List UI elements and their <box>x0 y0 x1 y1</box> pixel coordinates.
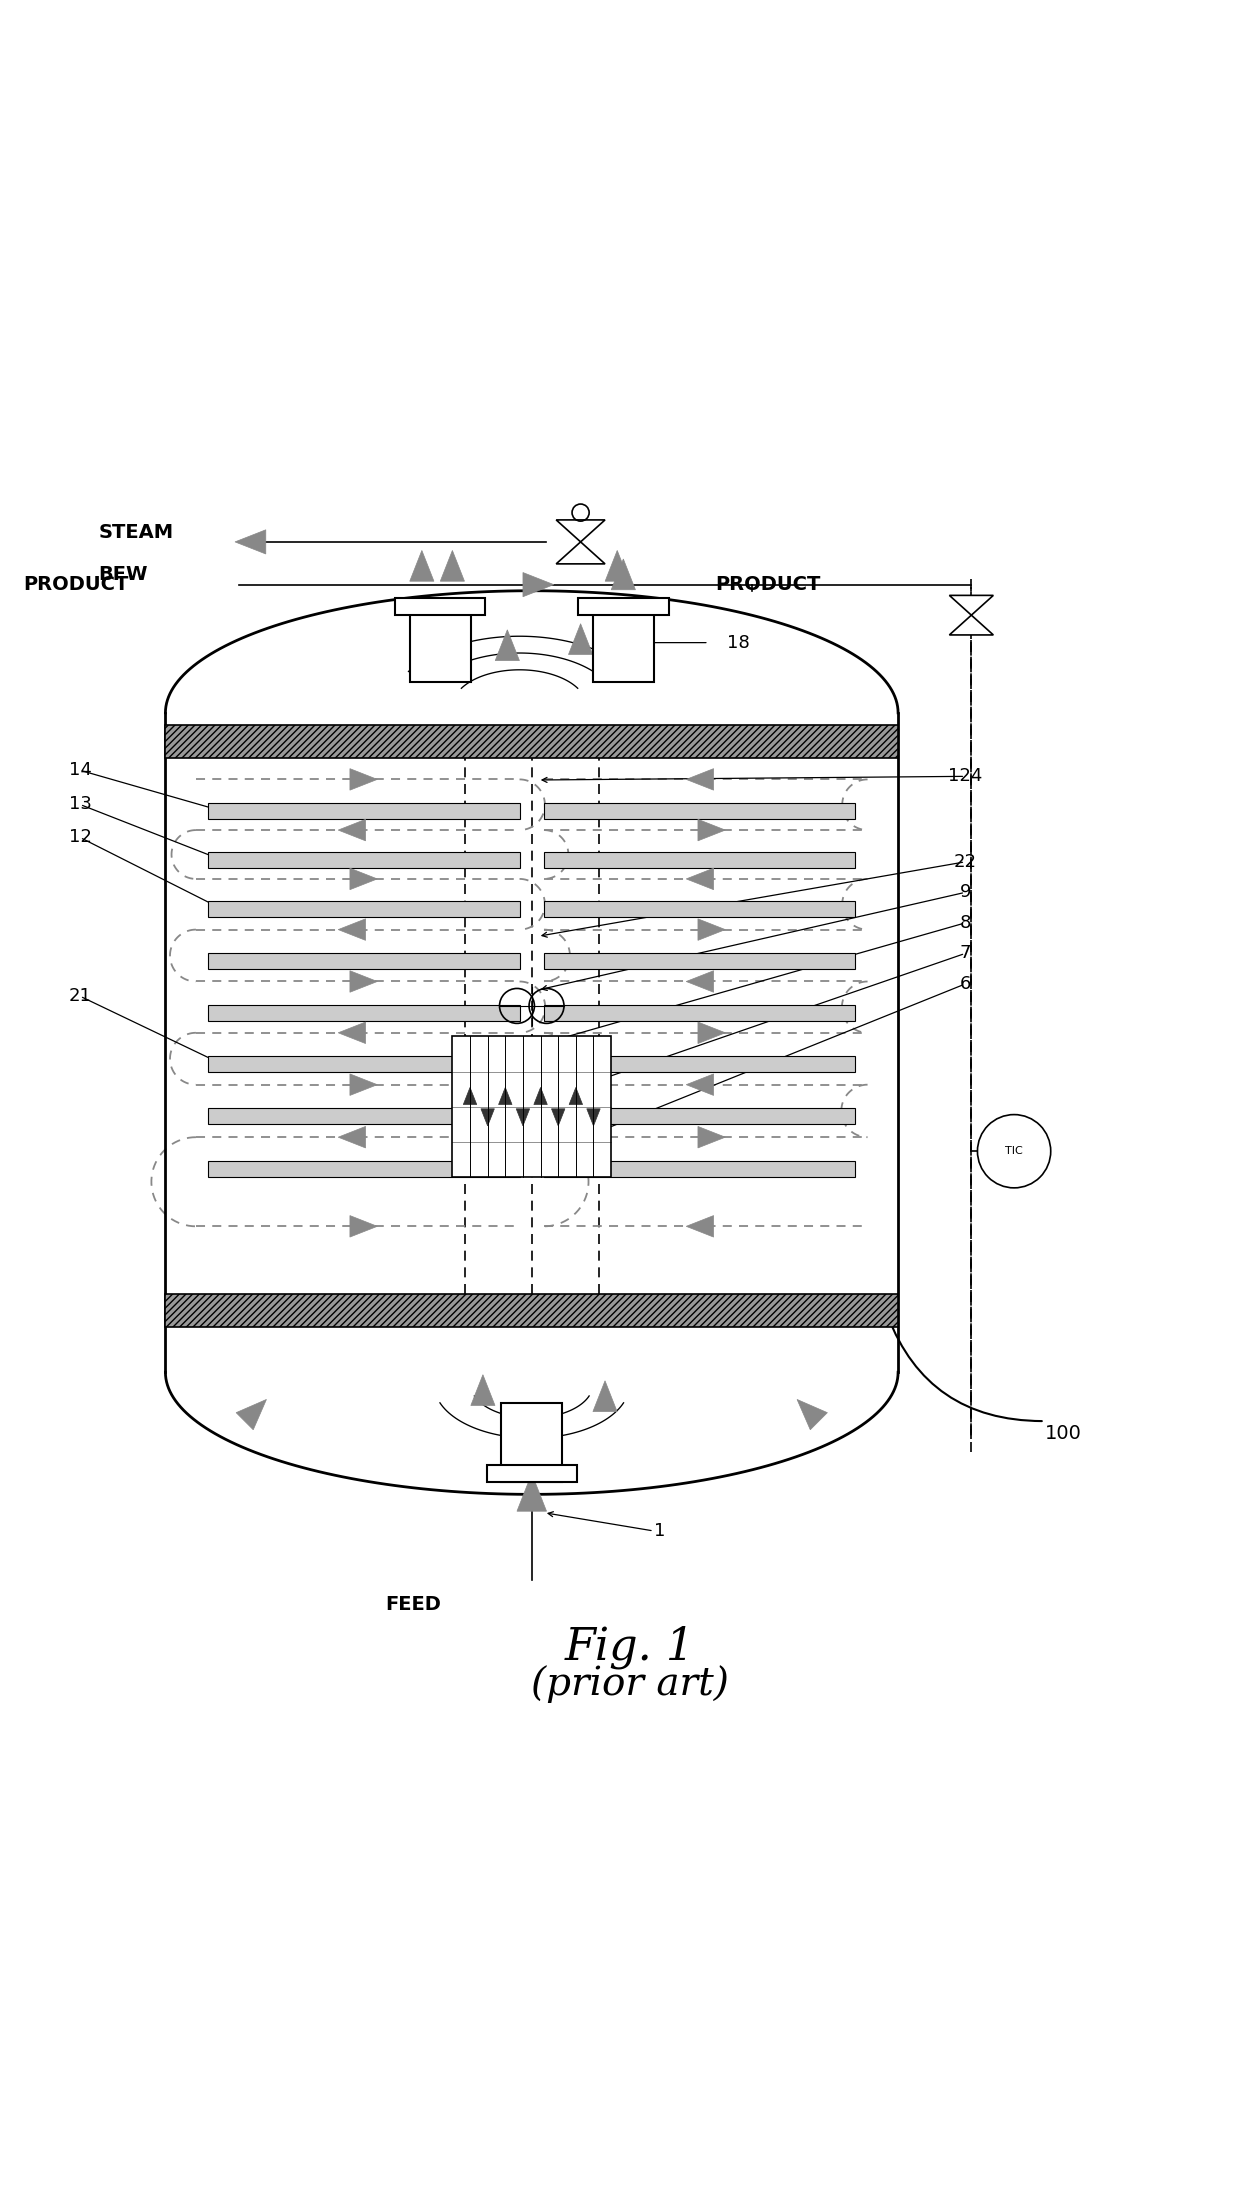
Polygon shape <box>350 970 377 992</box>
Polygon shape <box>950 615 993 634</box>
Polygon shape <box>950 595 993 615</box>
Polygon shape <box>443 623 467 654</box>
Polygon shape <box>686 869 713 889</box>
Polygon shape <box>339 819 366 841</box>
Bar <box>544 900 856 918</box>
Polygon shape <box>698 819 725 841</box>
Polygon shape <box>471 1374 495 1405</box>
Polygon shape <box>339 920 366 939</box>
Polygon shape <box>593 1381 618 1411</box>
Text: PRODUCT: PRODUCT <box>715 575 821 595</box>
Bar <box>544 852 856 867</box>
Polygon shape <box>498 1087 512 1104</box>
Polygon shape <box>523 573 554 597</box>
Text: BFW: BFW <box>98 566 148 584</box>
Bar <box>208 1056 520 1071</box>
Polygon shape <box>611 560 635 590</box>
Polygon shape <box>552 1108 565 1126</box>
Text: 12: 12 <box>68 828 92 847</box>
Text: FEED: FEED <box>386 1596 441 1613</box>
Bar <box>544 1108 856 1124</box>
Text: (prior art): (prior art) <box>531 1664 728 1703</box>
Bar <box>208 900 520 918</box>
Polygon shape <box>409 551 434 582</box>
Polygon shape <box>698 920 725 939</box>
Polygon shape <box>686 970 713 992</box>
Polygon shape <box>517 1473 547 1510</box>
Text: Fig. 1: Fig. 1 <box>564 1624 694 1668</box>
Polygon shape <box>686 1216 713 1238</box>
Polygon shape <box>339 1126 366 1148</box>
Polygon shape <box>350 1216 377 1238</box>
Text: 6: 6 <box>960 975 971 992</box>
Polygon shape <box>350 768 377 790</box>
Polygon shape <box>569 1087 583 1104</box>
Polygon shape <box>350 869 377 889</box>
Bar <box>208 1005 520 1021</box>
Bar <box>208 803 520 819</box>
Text: 13: 13 <box>68 795 92 814</box>
Bar <box>396 597 485 615</box>
Polygon shape <box>413 617 438 648</box>
Bar <box>165 724 898 757</box>
Polygon shape <box>534 1087 547 1104</box>
Bar <box>453 1036 611 1177</box>
Polygon shape <box>516 1108 529 1126</box>
Bar <box>208 953 520 970</box>
Text: 8: 8 <box>960 913 971 933</box>
Polygon shape <box>495 630 520 661</box>
Text: 22: 22 <box>954 854 977 871</box>
Bar <box>578 597 668 615</box>
Polygon shape <box>350 1073 377 1095</box>
Polygon shape <box>605 621 630 652</box>
Bar <box>544 1005 856 1021</box>
Polygon shape <box>797 1400 827 1429</box>
Text: STEAM: STEAM <box>98 522 174 542</box>
Bar <box>208 1108 520 1124</box>
Text: 7: 7 <box>960 944 971 961</box>
Polygon shape <box>440 551 465 582</box>
Polygon shape <box>698 1126 725 1148</box>
Bar <box>486 1464 577 1482</box>
Bar <box>544 1056 856 1071</box>
Text: 124: 124 <box>949 768 982 786</box>
Bar <box>593 604 653 683</box>
Polygon shape <box>339 1023 366 1043</box>
Polygon shape <box>481 1108 495 1126</box>
Text: PRODUCT: PRODUCT <box>24 575 129 595</box>
Bar <box>208 852 520 867</box>
Polygon shape <box>605 551 630 582</box>
Text: 14: 14 <box>68 762 92 779</box>
Bar <box>165 1295 898 1328</box>
Bar <box>544 803 856 819</box>
Text: 9: 9 <box>960 882 971 902</box>
Polygon shape <box>236 529 265 553</box>
Polygon shape <box>686 1073 713 1095</box>
Polygon shape <box>464 1087 476 1104</box>
Text: 18: 18 <box>727 634 750 652</box>
Polygon shape <box>686 768 713 790</box>
Polygon shape <box>557 520 605 542</box>
Polygon shape <box>568 623 593 654</box>
Text: 21: 21 <box>68 988 92 1005</box>
Bar <box>208 1161 520 1177</box>
Circle shape <box>977 1115 1050 1187</box>
Text: TIC: TIC <box>1006 1146 1023 1157</box>
Polygon shape <box>557 542 605 564</box>
Text: 100: 100 <box>1044 1425 1081 1442</box>
Bar <box>501 1403 562 1482</box>
Polygon shape <box>236 1400 267 1429</box>
Polygon shape <box>587 1108 600 1126</box>
Bar <box>544 953 856 970</box>
Text: 1: 1 <box>653 1521 665 1541</box>
Bar <box>409 604 471 683</box>
Bar <box>544 1161 856 1177</box>
Polygon shape <box>698 1023 725 1043</box>
